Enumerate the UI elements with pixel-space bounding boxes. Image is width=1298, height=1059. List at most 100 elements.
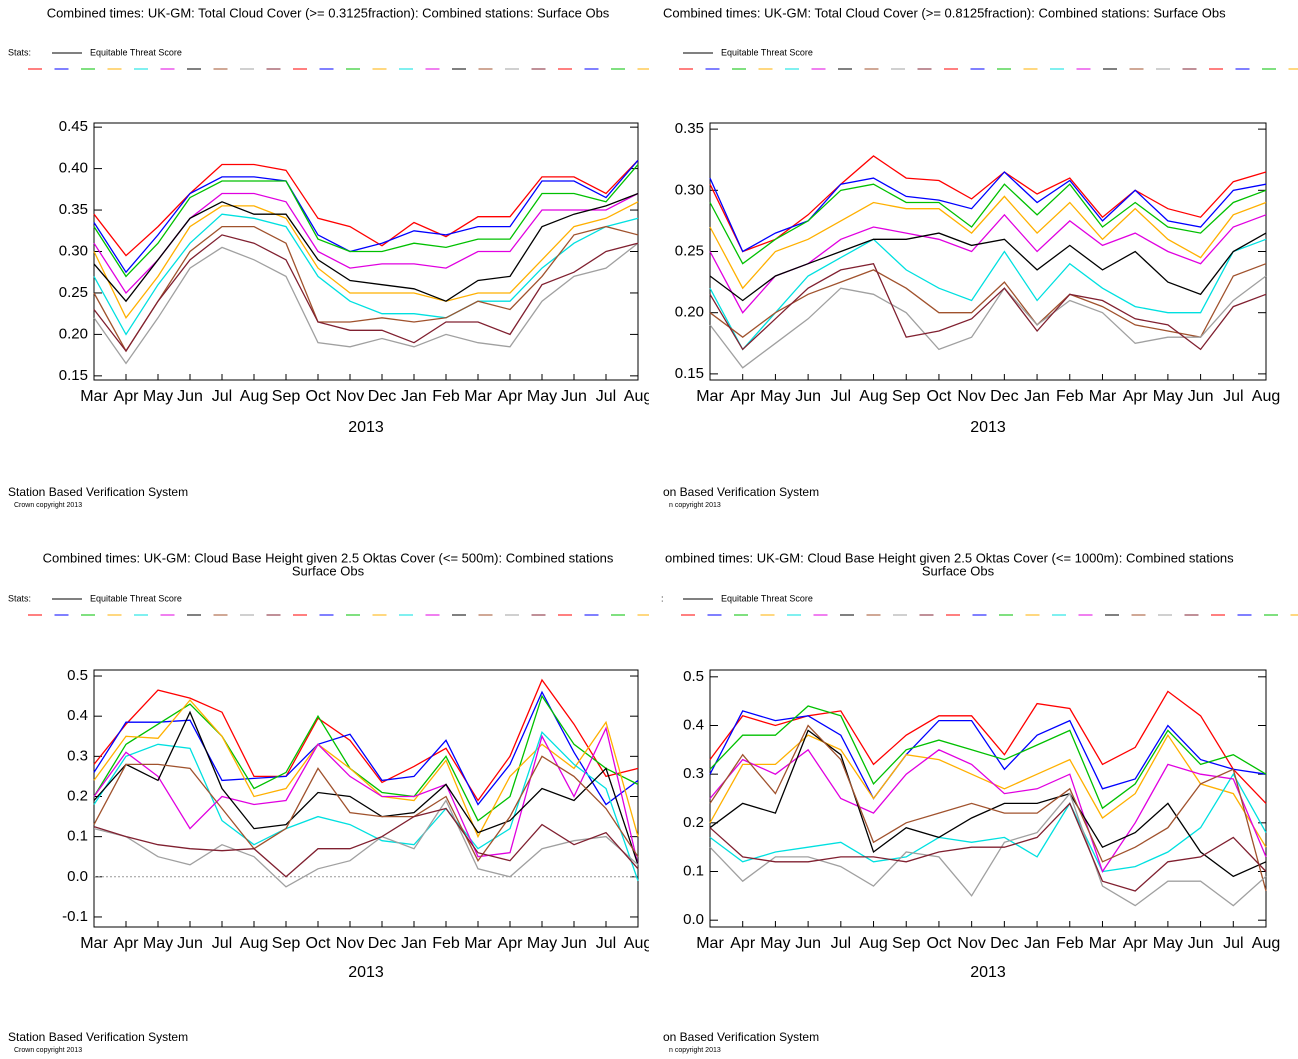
x-tick-label: Feb (1056, 935, 1084, 952)
x-tick-label: Jul (831, 935, 851, 952)
plot-frame (709, 669, 1267, 928)
x-tick-label: Mar (80, 935, 108, 952)
y-tick-label: 0.0 (67, 868, 88, 885)
series-line (93, 678, 639, 802)
panel-content: Combined times: UK-GM: Cloud Base Height… (8, 550, 649, 1054)
y-tick-label: 0.25 (59, 284, 88, 301)
x-tick-label: Sep (892, 935, 921, 952)
footer: Station Based Verification System (8, 1030, 188, 1044)
x-tick-label: Apr (1123, 935, 1149, 952)
x-tick-label: Sep (892, 388, 921, 405)
x-tick-label: Sep (272, 935, 301, 952)
panel: ombined times: UK-GM: Cloud Base Height … (661, 550, 1298, 1054)
series-line (93, 755, 639, 862)
y-tick-label: 0.1 (67, 828, 88, 845)
x-tick-label: Sep (272, 388, 301, 405)
x-tick-label: Apr (498, 935, 524, 952)
x-tick-label: Mar (1089, 935, 1117, 952)
x-tick-label: Feb (1056, 388, 1084, 405)
x-tick-label: Jun (1188, 388, 1214, 405)
series-line (709, 155, 1267, 253)
y-tick-label: 0.35 (59, 201, 88, 218)
series-line (709, 724, 1267, 892)
x-tick-label: Dec (990, 935, 1018, 952)
series-line (709, 195, 1267, 290)
x-tick-label: Oct (306, 388, 331, 405)
x-tick-label: Jan (401, 935, 427, 952)
x-tick-label: May (527, 388, 557, 405)
x-tick-label: Mar (696, 388, 724, 405)
panel-content: Combined times: UK-GM: Total Cloud Cover… (663, 5, 1298, 509)
x-tick-label: Nov (957, 388, 985, 405)
x-tick-label: Jan (401, 388, 427, 405)
copyright: n copyright 2013 (669, 502, 721, 509)
footer: Station Based Verification System (8, 485, 188, 499)
x-tick-label: Apr (498, 388, 524, 405)
series-line (709, 729, 1267, 878)
series-line (93, 192, 639, 303)
panel: Combined times: UK-GM: Total Cloud Cover… (663, 5, 1298, 509)
series-line (709, 275, 1267, 369)
x-tick-label: Mar (696, 935, 724, 952)
x-tick-label: Mar (464, 388, 492, 405)
chart-title: Combined times: UK-GM: Total Cloud Cover… (47, 5, 610, 20)
x-tick-label: Jun (795, 388, 821, 405)
series-line (709, 792, 1267, 907)
x-tick-label: Jul (596, 388, 616, 405)
y-tick-label: 0.35 (675, 120, 704, 137)
series-line (709, 733, 1267, 848)
series-line (709, 705, 1267, 810)
series-line (709, 690, 1267, 804)
series-line (93, 213, 639, 336)
series-line (709, 262, 1267, 351)
y-tick-label: 0.15 (59, 367, 88, 384)
x-axis-label: 2013 (348, 419, 384, 436)
x-tick-label: Aug (859, 935, 887, 952)
x-axis-label: 2013 (970, 419, 1006, 436)
x-tick-label: May (1153, 388, 1183, 405)
chart-subtitle: Surface Obs (292, 563, 365, 578)
panel-content: Combined times: UK-GM: Total Cloud Cover… (8, 5, 649, 509)
x-tick-label: Aug (1252, 388, 1280, 405)
y-tick-label: 0.3 (67, 747, 88, 764)
series-line (709, 238, 1267, 351)
series-line (93, 726, 639, 865)
chart-subtitle: Surface Obs (922, 563, 995, 578)
y-tick-label: 0.4 (67, 707, 88, 724)
panel: Combined times: UK-GM: Cloud Base Height… (8, 550, 649, 1054)
series-line (93, 201, 639, 320)
series-line (93, 225, 639, 353)
x-tick-label: May (143, 935, 173, 952)
x-tick-label: Mar (80, 388, 108, 405)
x-tick-label: Jun (795, 935, 821, 952)
x-tick-label: Mar (1089, 388, 1117, 405)
x-tick-label: Feb (432, 935, 460, 952)
x-tick-label: Apr (730, 935, 756, 952)
y-tick-label: 0.25 (675, 242, 704, 259)
x-tick-label: Nov (336, 935, 364, 952)
x-tick-label: Jul (596, 935, 616, 952)
series-line (709, 710, 1267, 800)
y-tick-label: 0.45 (59, 118, 88, 135)
chart-title: Combined times: UK-GM: Total Cloud Cover… (663, 5, 1226, 20)
x-tick-label: Aug (859, 388, 887, 405)
x-tick-label: Apr (114, 388, 140, 405)
x-tick-label: Oct (926, 388, 951, 405)
x-tick-label: Jun (561, 388, 587, 405)
x-tick-label: Jan (1024, 388, 1050, 405)
x-tick-label: Nov (336, 388, 364, 405)
x-tick-label: Dec (990, 388, 1018, 405)
x-tick-label: Aug (240, 935, 268, 952)
x-tick-label: Dec (368, 388, 396, 405)
y-tick-label: 0.5 (683, 668, 704, 685)
series-line (93, 690, 639, 806)
x-tick-label: May (1153, 935, 1183, 952)
legend-label: Equitable Threat Score (90, 593, 182, 603)
series-line (709, 263, 1267, 339)
series-line (709, 232, 1267, 302)
legend-label: Equitable Threat Score (721, 47, 813, 57)
series-line (709, 183, 1267, 265)
x-tick-label: Apr (114, 935, 140, 952)
